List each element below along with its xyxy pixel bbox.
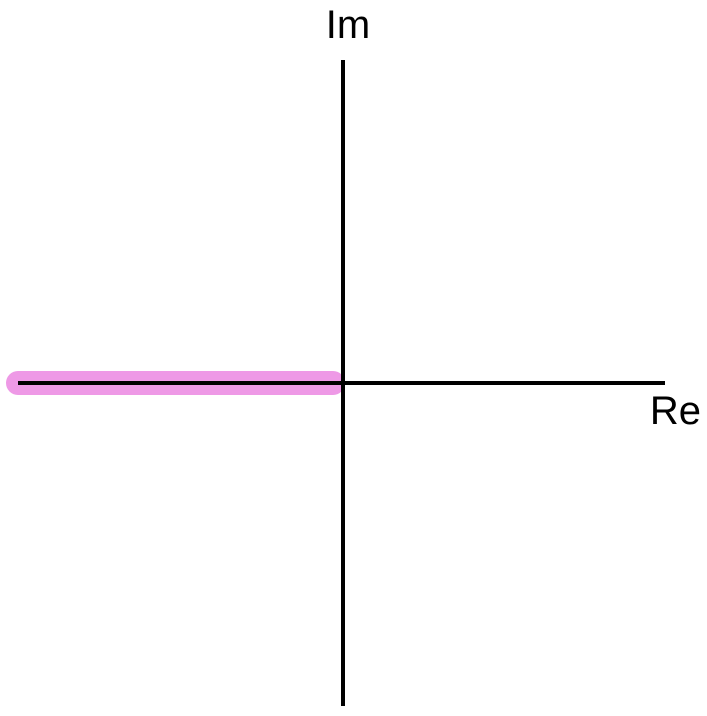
real-axis-label: Re — [650, 389, 701, 433]
imaginary-axis-label: Im — [326, 3, 370, 47]
